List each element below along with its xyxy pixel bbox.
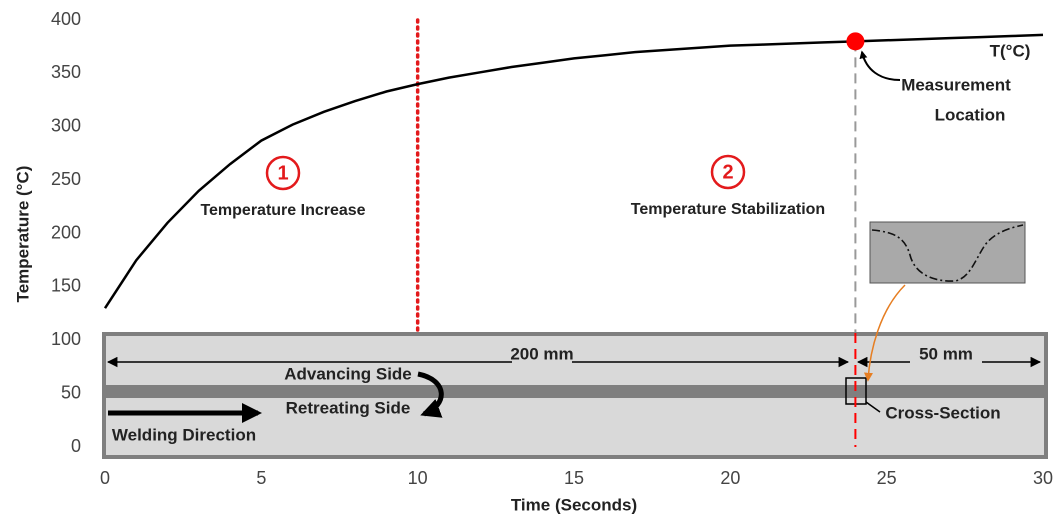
x-tick-label: 20 [720, 468, 740, 488]
line-series [103, 33, 1044, 309]
plot-layer [103, 18, 1044, 335]
y-tick-label: 400 [51, 9, 81, 29]
phase-number: 1 [277, 162, 288, 184]
x-tick-label: 5 [256, 468, 266, 488]
y-tick-label: 300 [51, 116, 81, 136]
y-tick-label: 150 [51, 276, 81, 296]
section-label: Cross-Section [885, 403, 1000, 422]
measurement-label: Location [935, 105, 1006, 124]
weld-stripe [106, 385, 1044, 398]
leader-line [865, 401, 881, 413]
label-bg [910, 344, 982, 364]
x-tick-label: 0 [100, 468, 110, 488]
annotation-layer: 0 50 100 150 200 250 300 350 400 0 5 10 15 20 25 30 1 Tem… [51, 9, 1053, 488]
x-tick-label: 10 [408, 468, 428, 488]
section-pointer [863, 284, 906, 382]
x-axis-title: Time (Seconds) [511, 495, 637, 514]
y-tick-label: 200 [51, 222, 81, 242]
phase-badge [710, 154, 746, 190]
measurement-arrow [859, 50, 901, 81]
y-axis-title: Temperature (°C) [13, 166, 32, 303]
side-label: Retreating Side [286, 398, 411, 417]
y-tick-label: 350 [51, 62, 81, 82]
phase-label: Temperature Increase [200, 202, 365, 219]
y-tick-label: 50 [61, 382, 81, 402]
measurement-point [846, 32, 865, 51]
series-label: T(°C) [990, 41, 1031, 60]
direction-label: Welding Direction [112, 425, 256, 444]
x-tick-label: 25 [877, 468, 897, 488]
length-label: 200 mm [510, 344, 573, 363]
length-label: 50 mm [919, 344, 973, 363]
x-tick-label: 30 [1033, 468, 1053, 488]
y-tick-label: 250 [51, 169, 81, 189]
plate-diagram: 200 mm 50 mm Advancing Side Retreating S… [102, 284, 1048, 459]
weld-outline [871, 224, 1024, 282]
y-tick-label: 0 [71, 436, 81, 456]
measurement-label: Measurement [901, 75, 1011, 94]
section-inset [869, 221, 1026, 284]
phase-label: Temperature Stabilization [631, 201, 825, 218]
phase-badge [265, 155, 301, 191]
side-label: Advancing Side [284, 364, 412, 383]
y-tick-label: 100 [51, 329, 81, 349]
x-tick-label: 15 [564, 468, 584, 488]
label-bg [512, 344, 572, 364]
phase-number: 2 [722, 161, 733, 183]
inset-image [869, 221, 1026, 284]
rotation-arrow [417, 371, 444, 418]
